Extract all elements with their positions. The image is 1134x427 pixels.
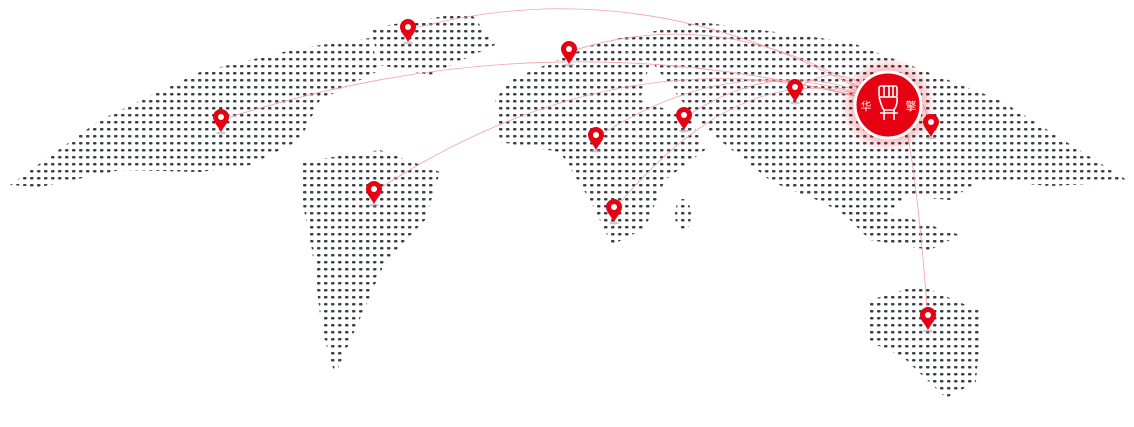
- continent-indonesia: [840, 210, 960, 250]
- continent-greenland: [370, 12, 495, 75]
- map-pin-icon[interactable]: [213, 109, 229, 135]
- island-madagascar: [675, 199, 691, 231]
- connection-arc: [373, 78, 889, 193]
- continent-australia: [870, 285, 982, 398]
- map-pin-icon[interactable]: [920, 307, 936, 333]
- continents: [10, 12, 1130, 398]
- hub-logo: 华 擎: [840, 57, 936, 153]
- map-pin-icon[interactable]: [606, 199, 622, 225]
- logo-text-left: 华: [861, 99, 872, 113]
- map-pin-icon[interactable]: [676, 107, 692, 133]
- map-pin-icon[interactable]: [787, 79, 803, 105]
- map-pin-icon[interactable]: [588, 127, 604, 153]
- logo-text-right: 擎: [906, 99, 917, 113]
- map-pin-icon[interactable]: [561, 41, 577, 67]
- continent-south-america: [300, 150, 440, 375]
- map-pin-icon[interactable]: [400, 19, 416, 45]
- connection-arc: [407, 8, 889, 106]
- connection-arc: [568, 33, 889, 106]
- map-pin-icon[interactable]: [366, 181, 382, 207]
- continent-north-america: [10, 38, 380, 187]
- raised-fist-icon: [878, 85, 898, 120]
